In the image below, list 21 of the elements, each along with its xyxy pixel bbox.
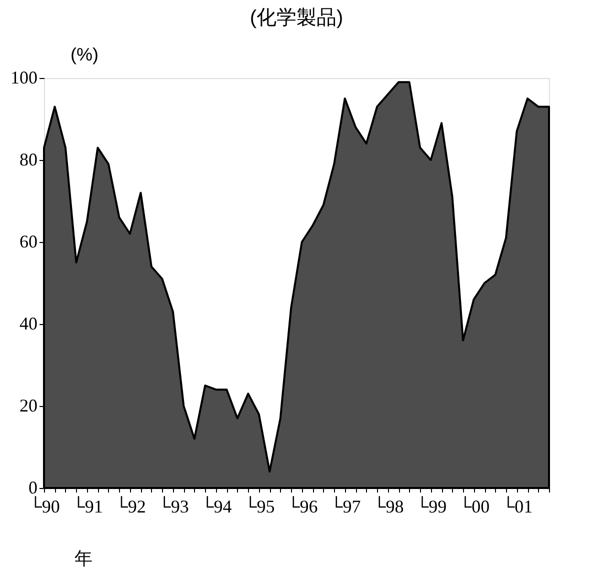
x-tick-label: └90 [29,496,60,516]
x-tick-label: └01 [502,496,533,516]
x-axis-title: 年 [74,548,92,568]
chart-title: (化学製品) [250,7,344,29]
y-tick-label: 20 [20,396,38,416]
y-tick-label: 40 [20,314,38,334]
x-tick-label: └95 [244,496,275,516]
x-tick-label: └97 [330,496,361,516]
x-tick-label: └94 [201,496,232,516]
x-tick-label: └92 [115,496,146,516]
x-tick-label: └96 [286,496,318,516]
x-tick-label: └98 [372,496,404,516]
y-tick-label: 60 [20,232,38,252]
y-tick-label: 80 [20,150,38,170]
x-tick-label: └91 [72,496,103,516]
y-tick-label: 100 [10,68,38,88]
y-axis-title: (%) [70,44,98,64]
x-tick-label: └93 [158,496,189,516]
y-tick-label: 0 [28,478,38,498]
x-tick-label: └99 [416,496,447,516]
x-tick-label: └00 [458,496,490,516]
